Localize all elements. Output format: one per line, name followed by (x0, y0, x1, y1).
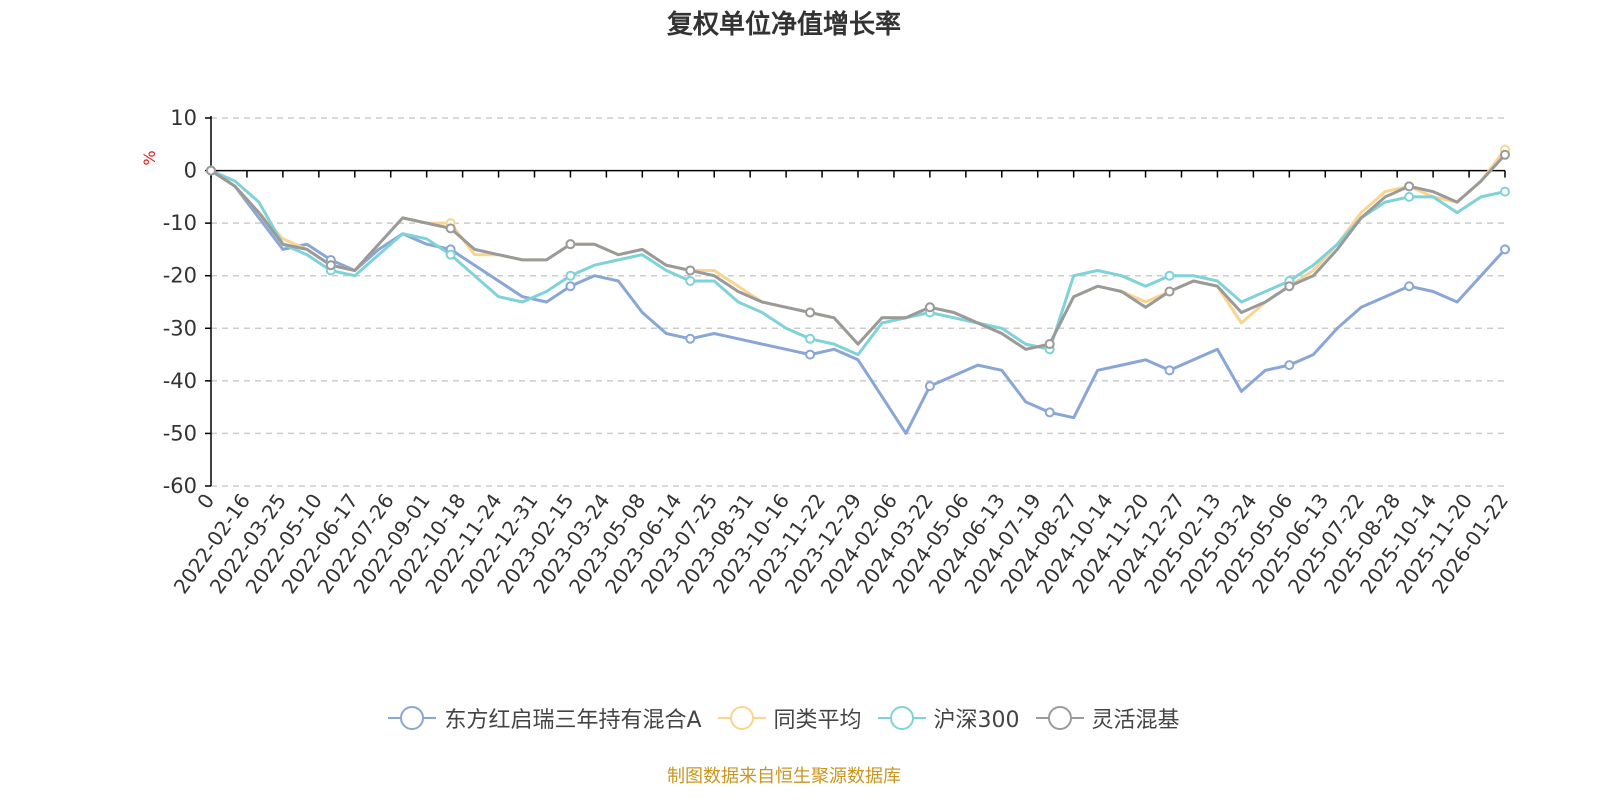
y-tick-label: -30 (163, 316, 197, 340)
legend-label: 沪深300 (933, 708, 1020, 733)
y-tick-label: -60 (163, 474, 197, 498)
legend-marker-icon (388, 706, 437, 730)
x-tick-label: 0 (192, 489, 219, 513)
series-point (206, 165, 216, 176)
series-point (565, 281, 576, 292)
series-point (1404, 281, 1415, 292)
y-axis-label-group: % (140, 150, 159, 165)
series-point (1284, 281, 1295, 292)
series-point (924, 302, 935, 313)
legend-item[interactable]: 同类平均 (717, 702, 862, 734)
legend-marker-icon (1035, 706, 1084, 730)
series-point (685, 265, 696, 276)
series-point (325, 260, 336, 271)
series-point (1164, 365, 1175, 376)
series-point (1500, 186, 1510, 197)
legend-marker-icon (717, 706, 766, 730)
series-markers (206, 144, 1510, 418)
series-line-1 (209, 169, 1507, 435)
legend-label: 灵活混基 (1091, 708, 1180, 733)
series-point (1164, 286, 1175, 297)
series-line-3 (209, 169, 1507, 357)
y-tick-label: -40 (163, 369, 197, 393)
series-point (805, 333, 816, 344)
series-point (1500, 244, 1510, 255)
y-tick-label: 10 (170, 106, 197, 130)
series-line-4 (209, 153, 1507, 351)
series-point (805, 307, 816, 318)
series-point (565, 239, 576, 250)
series-point (1284, 360, 1295, 371)
series-point (445, 249, 456, 260)
line-chart: 100-10-20-30-40-50-6002022-02-162022-03-… (140, 106, 1513, 598)
legend-item[interactable]: 灵活混基 (1035, 702, 1180, 734)
legend-label: 同类平均 (773, 708, 862, 733)
series-point (1404, 181, 1415, 192)
y-tick-label: -20 (163, 264, 197, 288)
legend-marker-icon (877, 706, 926, 730)
legend-item[interactable]: 东方红启瑞三年持有混合A (388, 702, 702, 734)
series-point (445, 223, 456, 234)
series-point (1044, 339, 1055, 350)
y-tick-label: 0 (184, 159, 197, 183)
legend-item[interactable]: 沪深300 (877, 702, 1020, 734)
legend-label: 东方红启瑞三年持有混合A (444, 708, 702, 733)
y-tick-label: -10 (163, 211, 197, 235)
series-line-2 (209, 148, 1507, 351)
series-point (1404, 191, 1415, 202)
series-point (685, 275, 696, 286)
gridlines (211, 117, 1505, 487)
legend: 东方红启瑞三年持有混合A 同类平均 沪深300 灵活混基 (0, 702, 1568, 737)
chart-title: 复权单位净值增长率 (666, 10, 901, 40)
series-lines (209, 148, 1507, 435)
series-point (685, 333, 696, 344)
y-tick-label: -50 (163, 421, 197, 445)
series-point (924, 381, 935, 392)
series-point (565, 270, 576, 281)
series-point (1164, 270, 1175, 281)
series-point (1500, 149, 1510, 160)
series-point (805, 349, 816, 360)
y-axis-label: % (140, 150, 159, 165)
source-note: 制图数据来自恒生聚源数据库 (667, 766, 901, 787)
series-point (1044, 407, 1055, 418)
